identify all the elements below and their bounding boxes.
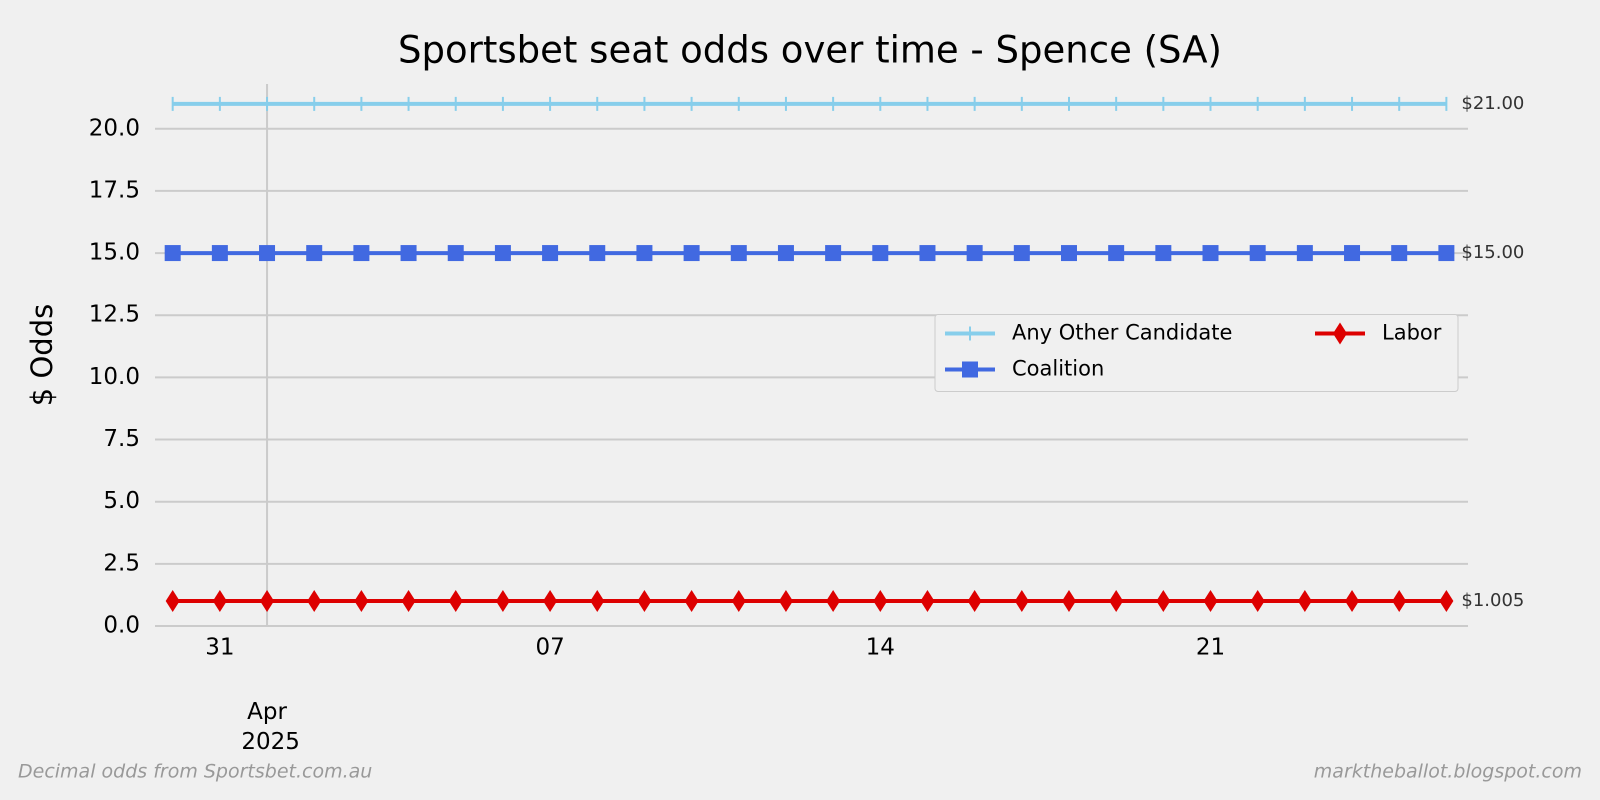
- footnote: marktheballot.blogspot.com: [1314, 761, 1582, 783]
- marker: [1203, 590, 1218, 613]
- marker: [1108, 245, 1125, 262]
- y-tick-label: 17.5: [89, 177, 140, 203]
- marker: [307, 590, 322, 613]
- marker: [495, 590, 510, 613]
- footnote: Decimal odds from Sportsbet.com.au: [18, 761, 372, 783]
- marker: [543, 590, 558, 613]
- marker: [872, 245, 889, 262]
- marker: [1156, 590, 1171, 613]
- marker: [1202, 245, 1219, 262]
- marker: [873, 590, 888, 613]
- y-tick-label: 7.5: [103, 426, 140, 452]
- marker: [1297, 590, 1312, 613]
- legend-label: Coalition: [1012, 357, 1104, 381]
- x-tick-label: 14: [866, 635, 895, 661]
- y-tick-label: 0.0: [103, 613, 140, 639]
- marker: [1438, 245, 1455, 262]
- marker: [826, 590, 841, 613]
- marker: [354, 590, 369, 613]
- end-label: $21.00: [1461, 93, 1524, 114]
- marker: [637, 590, 652, 613]
- marker: [212, 590, 227, 613]
- marker: [306, 245, 323, 262]
- y-axis-label: $ Odds: [25, 304, 59, 406]
- x-tick-label: Apr 2025: [234, 699, 300, 755]
- marker: [919, 245, 936, 262]
- marker: [400, 245, 417, 262]
- marker: [590, 590, 605, 613]
- marker: [401, 590, 416, 613]
- x-tick-label: 21: [1196, 635, 1225, 661]
- marker: [165, 590, 180, 613]
- marker: [1391, 245, 1408, 262]
- marker: [1250, 590, 1265, 613]
- marker: [164, 245, 181, 262]
- marker: [353, 245, 370, 262]
- y-tick-label: 5.0: [103, 488, 140, 514]
- marker: [1249, 245, 1266, 262]
- marker: [684, 590, 699, 613]
- end-label: $15.00: [1461, 242, 1524, 263]
- marker: [448, 590, 463, 613]
- marker: [1439, 590, 1454, 613]
- marker: [1060, 245, 1077, 262]
- legend-marker: [962, 361, 978, 378]
- marker: [1296, 245, 1313, 262]
- y-tick-label: 20.0: [89, 115, 140, 141]
- marker: [636, 245, 653, 262]
- marker: [1344, 245, 1361, 262]
- marker: [683, 245, 700, 262]
- plot: [164, 96, 1455, 613]
- marker: [1109, 590, 1124, 613]
- legend-label: Labor: [1382, 321, 1442, 345]
- marker: [589, 245, 606, 262]
- x-tick-label: 31: [205, 635, 234, 661]
- marker: [1392, 590, 1407, 613]
- legend-marker: [1333, 322, 1347, 345]
- marker: [542, 245, 559, 262]
- marker: [1155, 245, 1172, 262]
- legend-label: Any Other Candidate: [1012, 321, 1232, 345]
- y-tick-label: 10.0: [89, 364, 140, 390]
- marker: [778, 590, 793, 613]
- y-tick-label: 12.5: [89, 302, 140, 328]
- marker: [211, 245, 228, 262]
- marker: [825, 245, 842, 262]
- x-tick-label: 07: [535, 635, 564, 661]
- marker: [967, 590, 982, 613]
- marker: [260, 590, 275, 613]
- marker: [730, 245, 747, 262]
- y-tick-label: 15.0: [89, 240, 140, 266]
- marker: [731, 590, 746, 613]
- marker: [447, 245, 464, 262]
- marker: [966, 245, 983, 262]
- marker: [1345, 590, 1360, 613]
- y-tick-label: 2.5: [103, 550, 140, 576]
- end-label: $1.005: [1461, 590, 1524, 611]
- marker: [777, 245, 794, 262]
- marker: [1014, 590, 1029, 613]
- marker: [920, 590, 935, 613]
- marker: [1061, 590, 1076, 613]
- marker: [1013, 245, 1030, 262]
- marker: [259, 245, 276, 262]
- marker: [494, 245, 511, 262]
- chart-title: Sportsbet seat odds over time - Spence (…: [398, 29, 1222, 72]
